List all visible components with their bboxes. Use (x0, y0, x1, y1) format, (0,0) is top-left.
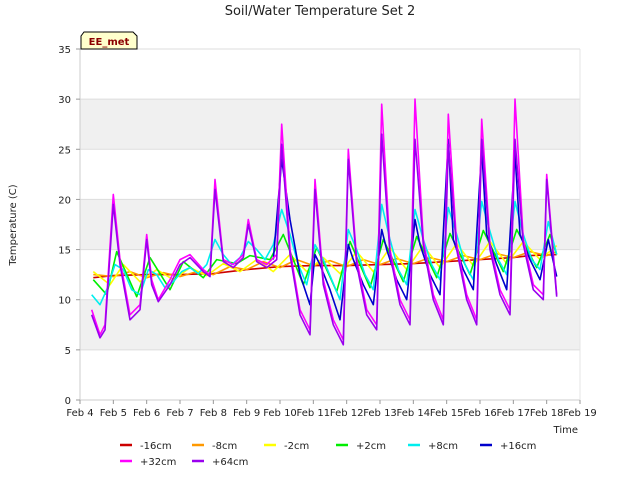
y-tick-label: 35 (58, 45, 71, 56)
y-tick-label: 30 (58, 95, 71, 106)
legend-label: -16cm (140, 441, 172, 452)
legend: -16cm -8cm -2cm +2cm +8cm +16cm +32cm +64cm (120, 441, 536, 468)
legend-label: -8cm (212, 441, 237, 452)
y-tick-label: 20 (58, 195, 71, 206)
x-tick-label: Feb 14 (397, 408, 431, 419)
legend-label: +2cm (356, 441, 386, 452)
x-tick-label: Feb 5 (100, 408, 127, 419)
x-tick-label: Feb 17 (497, 408, 531, 419)
plot-background (80, 49, 580, 400)
site-badge-label: EE_met (89, 37, 130, 48)
x-axis-ticks: Feb 4 Feb 5 Feb 6 Feb 7 Feb 8 Feb 9 Feb 10 Feb … (66, 400, 597, 419)
x-tick-label: Feb 12 (330, 408, 364, 419)
legend-label: +16cm (500, 441, 536, 452)
legend-label: +8cm (428, 441, 458, 452)
series-line-plus16cm (272, 138, 558, 321)
y-tick-label: 15 (58, 246, 71, 257)
y-axis-ticks: 0 5 10 15 20 25 30 35 (58, 45, 80, 407)
series-layer (90, 98, 558, 346)
x-tick-label: Feb 18 (530, 408, 564, 419)
x-tick-label: Feb 8 (200, 408, 227, 419)
x-tick-label: Feb 7 (166, 408, 193, 419)
x-tick-label: Feb 4 (66, 408, 93, 419)
series-line-plus64cm (90, 133, 558, 346)
y-tick-label: 25 (58, 145, 71, 156)
x-axis-title: Time (553, 425, 578, 436)
y-axis-title: Temperature (C) (8, 184, 19, 266)
x-tick-label: Feb 13 (363, 408, 397, 419)
y-tick-label: 10 (58, 296, 71, 307)
x-tick-label: Feb 11 (297, 408, 331, 419)
x-tick-label: Feb 16 (463, 408, 497, 419)
y-tick-label: 5 (65, 346, 71, 357)
legend-label: +32cm (140, 457, 176, 468)
y-tick-label: 0 (65, 396, 71, 407)
x-tick-label: Feb 15 (430, 408, 464, 419)
legend-label: +64cm (212, 457, 248, 468)
plot-band (80, 199, 580, 250)
site-badge: EE_met (80, 31, 138, 50)
x-tick-label: Feb 6 (133, 408, 160, 419)
plot-band (80, 99, 580, 150)
x-tick-label: Feb 9 (233, 408, 260, 419)
x-tick-label: Feb 19 (563, 408, 597, 419)
site-badge-box (80, 31, 138, 50)
legend-label: -2cm (284, 441, 309, 452)
x-tick-label: Feb 10 (263, 408, 297, 419)
axes (79, 49, 581, 401)
chart-title: Soil/Water Temperature Set 2 (225, 4, 416, 19)
